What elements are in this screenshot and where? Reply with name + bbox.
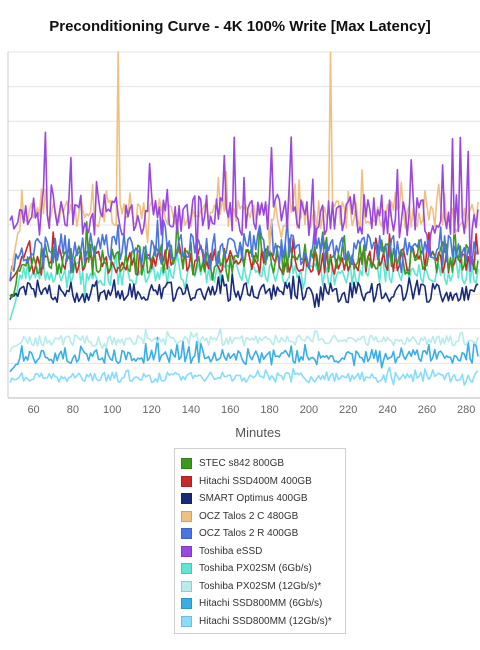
x-tick-label: 140 [182, 404, 200, 416]
x-tick-label: 100 [103, 404, 121, 416]
legend-item[interactable]: Hitachi SSD800MM (12Gb/s)* [181, 613, 339, 631]
x-tick-label: 180 [260, 404, 278, 416]
legend-swatch [181, 528, 192, 540]
legend-item[interactable]: Toshiba PX02SM (6Gb/s) [181, 560, 339, 578]
x-tick-label: 120 [142, 404, 160, 416]
legend-item[interactable]: Toshiba eSSD [181, 543, 339, 561]
legend-item[interactable]: OCZ Talos 2 C 480GB [181, 508, 339, 526]
series-line [9, 51, 479, 273]
legend-swatch [181, 475, 192, 487]
series-lines [9, 51, 479, 386]
legend-label: Hitachi SSD800MM (12Gb/s)* [199, 615, 332, 627]
legend-swatch [181, 580, 192, 592]
series-line [9, 131, 479, 272]
chart-title: Preconditioning Curve - 4K 100% Write [M… [49, 18, 431, 35]
legend-swatch [181, 545, 192, 557]
legend-swatch [181, 598, 192, 610]
legend-label: Toshiba PX02SM (6Gb/s) [199, 563, 312, 575]
x-tick-label: 260 [418, 404, 436, 416]
series-line [9, 327, 479, 353]
series-line [9, 273, 479, 309]
series-line [9, 366, 479, 386]
legend-item[interactable]: STEC s842 800GB [181, 455, 339, 473]
x-axis: 60 80 100 120 140 160 180 200 220 240 260 280 [8, 397, 480, 416]
legend-swatch [181, 458, 192, 470]
legend-item[interactable]: SMART Optimus 400GB [181, 490, 339, 508]
legend-label: OCZ Talos 2 C 480GB [199, 510, 299, 522]
x-axis-label: Minutes [235, 425, 281, 440]
legend-label: STEC s842 800GB [199, 458, 285, 470]
legend-label: Hitachi SSD800MM (6Gb/s) [199, 598, 323, 610]
legend-item[interactable]: Toshiba PX02SM (12Gb/s)* [181, 578, 339, 596]
series-line [9, 218, 479, 282]
legend-label: Toshiba PX02SM (12Gb/s)* [199, 580, 322, 592]
series-line [9, 216, 479, 299]
legend-item[interactable]: Hitachi SSD800MM (6Gb/s) [181, 595, 339, 613]
legend-swatch [181, 563, 192, 575]
legend-swatch [181, 493, 192, 505]
legend-label: OCZ Talos 2 R 400GB [199, 528, 299, 540]
x-tick-label: 220 [339, 404, 357, 416]
x-tick-label: 80 [67, 404, 79, 416]
legend: STEC s842 800GB Hitachi SSD400M 400GB SMAR… [174, 448, 346, 634]
x-tick-label: 60 [27, 404, 39, 416]
x-tick-label: 200 [300, 404, 318, 416]
legend-label: SMART Optimus 400GB [199, 493, 308, 505]
legend-label: Toshiba eSSD [199, 545, 263, 557]
legend-item[interactable]: Hitachi SSD400M 400GB [181, 473, 339, 491]
series-line [9, 336, 479, 373]
x-tick-label: 280 [457, 404, 475, 416]
legend-swatch [181, 510, 192, 522]
legend-swatch [181, 615, 192, 627]
legend-item[interactable]: OCZ Talos 2 R 400GB [181, 525, 339, 543]
x-tick-label: 160 [221, 404, 239, 416]
x-tick-label: 240 [378, 404, 396, 416]
legend-label: Hitachi SSD400M 400GB [199, 475, 312, 487]
